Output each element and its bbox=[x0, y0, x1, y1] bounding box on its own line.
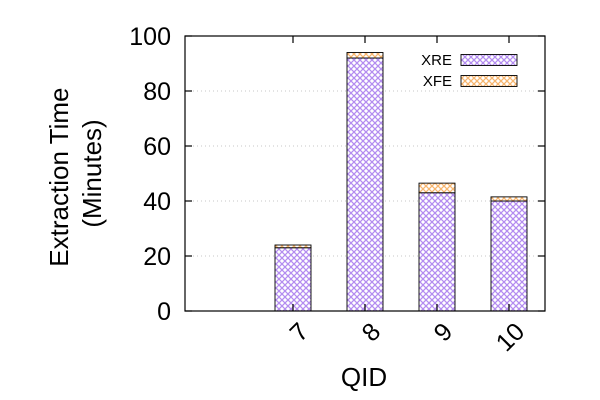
bar-xfe-qid-10 bbox=[490, 196, 528, 202]
y-tick-label: 20 bbox=[143, 243, 171, 271]
x-tick-label: 8 bbox=[357, 318, 387, 348]
x-tick-label: 7 bbox=[285, 318, 315, 348]
axis-ticks: 0 20 40 60 80 100 7 8 9 10 bbox=[129, 23, 545, 357]
y-axis-label: Extraction Time (Minutes) bbox=[44, 80, 107, 266]
legend-swatch-xfe bbox=[460, 75, 518, 87]
y-tick-label: 0 bbox=[157, 298, 171, 326]
y-tick-label: 60 bbox=[143, 133, 171, 161]
bar-xre-qid-9 bbox=[418, 192, 456, 312]
y-tick-label: 80 bbox=[143, 78, 171, 106]
legend: XRE XFE bbox=[421, 52, 518, 90]
y-tick-label: 40 bbox=[143, 188, 171, 216]
bar-xfe-qid-8 bbox=[346, 52, 384, 59]
x-tick-label: 9 bbox=[429, 318, 459, 348]
bar-xre-qid-7 bbox=[274, 247, 312, 312]
y-tick-label: 100 bbox=[129, 23, 171, 51]
bars bbox=[274, 52, 528, 312]
legend-label-xre: XRE bbox=[421, 52, 452, 69]
y-axis-label-line-1: Extraction Time bbox=[44, 88, 74, 267]
bar-xfe-qid-7 bbox=[274, 244, 312, 249]
y-axis-label-line-2: (Minutes) bbox=[77, 119, 107, 227]
bar-xre-qid-10 bbox=[490, 200, 528, 312]
legend-label-xfe: XFE bbox=[423, 73, 452, 90]
legend-swatch-xre bbox=[460, 54, 518, 66]
bar-xfe-qid-9 bbox=[418, 182, 456, 194]
x-axis-label: QID bbox=[341, 362, 387, 392]
x-tick-label: 10 bbox=[491, 318, 530, 357]
bar-xre-qid-8 bbox=[346, 57, 384, 312]
